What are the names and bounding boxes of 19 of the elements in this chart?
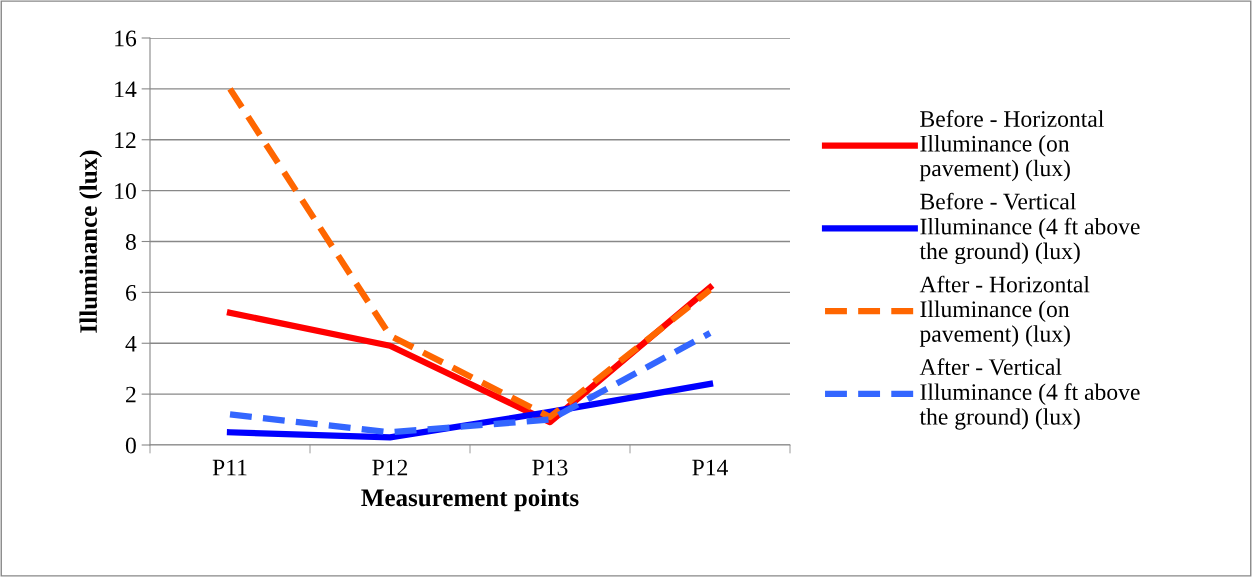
- x-axis-title: Measurement points: [361, 488, 579, 512]
- legend-label: After - Vertical Illuminance (4 ft above the ground) (lux): [919, 358, 1140, 430]
- x-tick-label: P13: [532, 459, 568, 476]
- y-tick-label: 8: [125, 233, 136, 250]
- legend-label: After - Horizontal Illuminance (on pavement) (lux): [919, 275, 1090, 347]
- legend-label: Before - Vertical Illuminance (4 ft above the ground) (lux): [919, 192, 1140, 265]
- y-tick-label: 14: [115, 81, 137, 98]
- y-tick-label: 6: [126, 284, 137, 301]
- y-tick-label: 0: [125, 437, 136, 454]
- legend-label: Before - Horizontal Illuminance (on pavement) (lux): [919, 110, 1104, 182]
- x-tick-label: P14: [692, 459, 728, 476]
- x-tick-label: P12: [372, 459, 408, 476]
- x-tick-label: P11: [212, 459, 247, 476]
- y-tick-label: 10: [115, 183, 136, 200]
- y-tick-label: 12: [115, 132, 136, 148]
- y-axis-title: Illuminance (lux): [79, 150, 103, 333]
- y-tick-label: 2: [126, 386, 136, 403]
- y-tick-label: 16: [115, 30, 137, 47]
- y-tick-label: 4: [125, 335, 137, 352]
